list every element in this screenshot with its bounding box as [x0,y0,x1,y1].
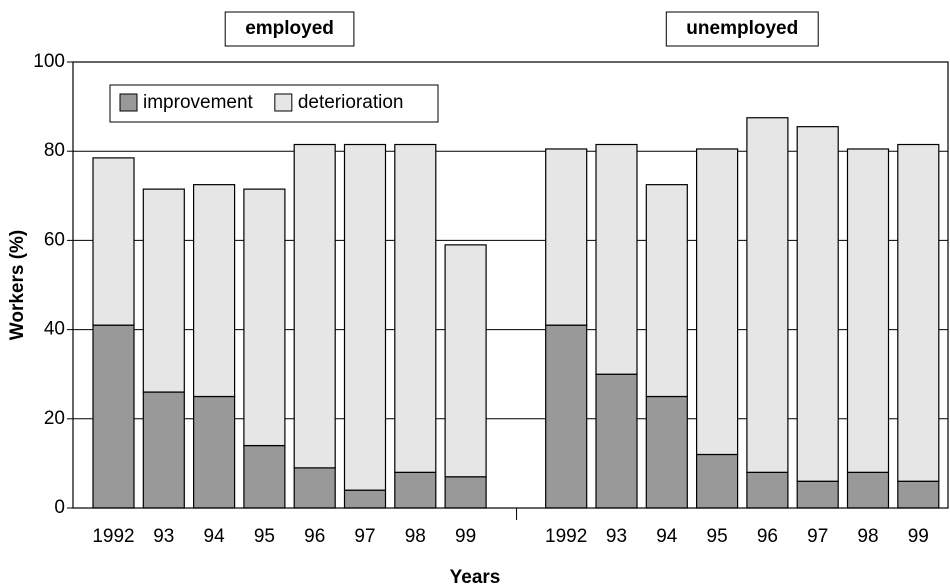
bar-segment [343,143,387,491]
bar-segment [394,471,437,509]
group-title: unemployed [686,18,798,39]
bar-segment [243,444,286,509]
bar-segment [595,373,638,509]
y-tick-label: 20 [44,408,65,429]
x-tick-label: 95 [707,526,728,547]
y-tick-label: 60 [44,229,65,250]
bar-segment [796,126,839,482]
x-tick-label: 95 [254,526,275,547]
bar-segment [846,148,890,473]
bar-segment [545,324,588,509]
bar-segment [746,117,789,473]
x-tick-label: 94 [204,526,226,547]
bar-segment [695,148,739,456]
bar-segment [796,480,839,509]
bar-segment [645,395,688,509]
bar-segment [846,471,890,509]
legend-label: deterioration [298,92,404,113]
bar-segment [746,471,789,509]
bar-segment [444,476,487,509]
y-tick-label: 80 [44,140,65,161]
x-tick-label: 99 [908,526,929,547]
x-tick-label: 93 [606,526,627,547]
bar-segment [343,489,387,509]
y-tick-label: 40 [44,319,65,340]
x-tick-label: 96 [757,526,778,547]
y-axis-label: Workers (%) [7,230,28,341]
bar-segment [243,188,286,447]
bar-segment [444,244,487,478]
bar-segment [142,391,185,509]
group-title: employed [245,18,334,39]
bar-segment [293,467,336,509]
x-tick-label: 98 [405,526,426,547]
x-tick-label: 93 [153,526,174,547]
plot-frame [72,61,949,509]
bar-segment [545,148,588,326]
x-tick-label: 1992 [92,526,134,547]
x-tick-label: 97 [354,526,375,547]
bar-segment [897,480,940,509]
legend-box [109,84,439,123]
bar-segment [293,143,336,469]
bar-segment [394,143,437,473]
bar-segment [897,143,940,482]
x-tick-label: 98 [857,526,878,547]
bar-segment [92,157,135,326]
bar-segment [193,395,236,509]
x-tick-label: 94 [656,526,678,547]
bar-segment [92,324,135,509]
legend-swatch [274,93,293,112]
bar-segment [193,184,236,398]
legend-swatch [119,93,138,112]
x-axis-label: Years [450,567,501,588]
legend-label: improvement [143,92,254,113]
bar-segment [595,143,638,375]
bar-segment [645,184,688,398]
x-tick-label: 99 [455,526,476,547]
group-title-box [665,11,819,47]
group-title-box [224,11,355,47]
x-tick-label: 96 [304,526,325,547]
x-tick-label: 97 [807,526,828,547]
y-tick-label: 0 [54,497,65,518]
bar-segment [695,453,739,509]
y-tick-label: 100 [33,51,65,72]
bar-segment [142,188,185,393]
x-tick-label: 1992 [545,526,587,547]
